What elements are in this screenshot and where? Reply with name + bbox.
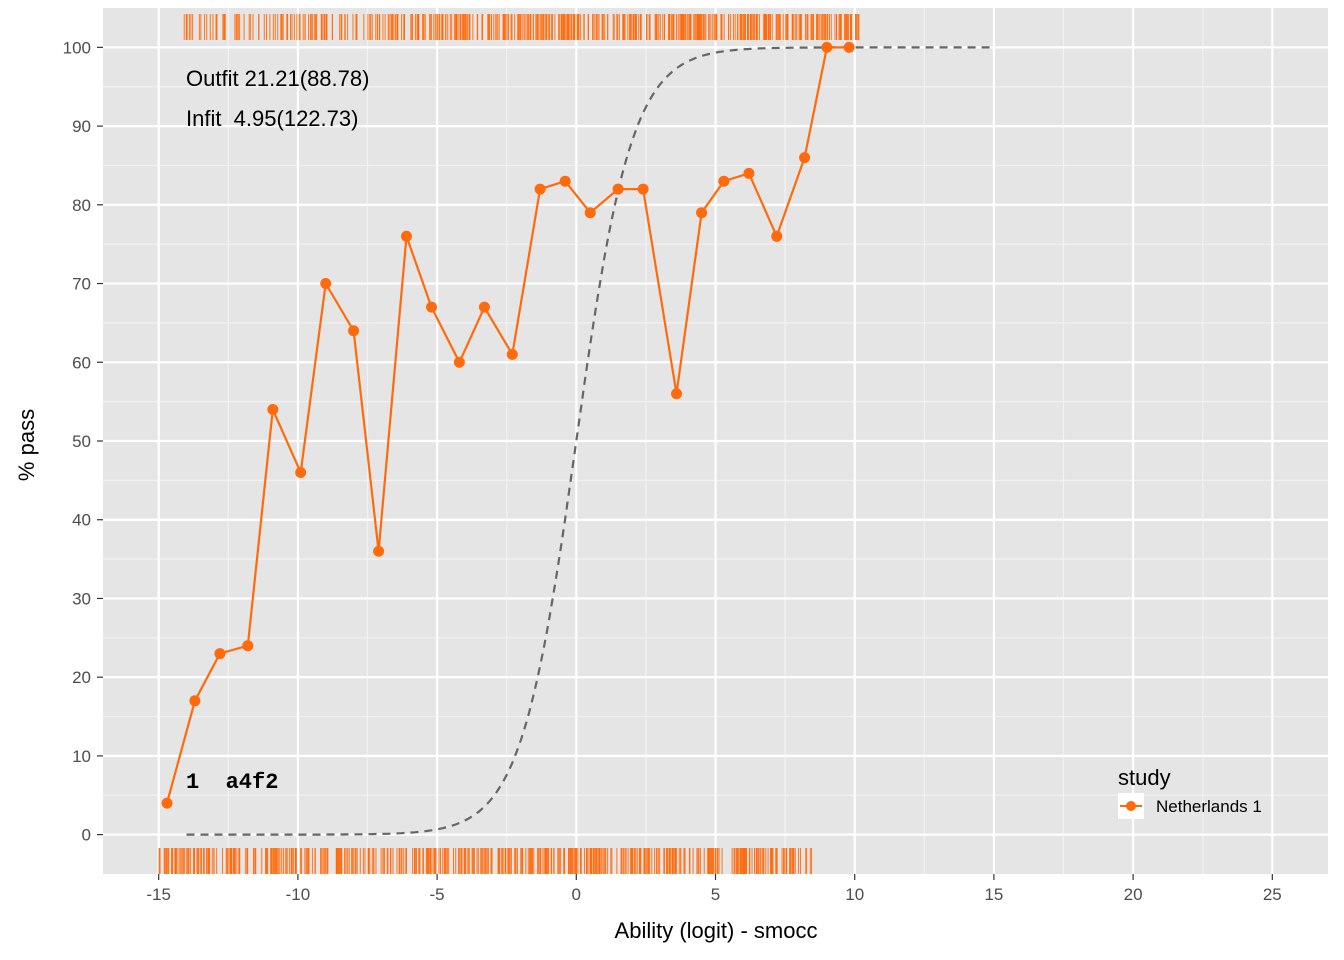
data-point xyxy=(671,388,683,400)
x-axis-title: Ability (logit) - smocc xyxy=(615,918,818,943)
data-point xyxy=(559,175,571,187)
rug-top xyxy=(183,14,860,40)
y-tick-label: 100 xyxy=(63,38,91,57)
legend-title: study xyxy=(1118,765,1171,790)
y-tick-label: 90 xyxy=(72,117,91,136)
x-axis: -15 -10 -5 0 5 10 15 20 25 xyxy=(146,874,1282,904)
y-tick-label: 70 xyxy=(72,275,91,294)
x-tick-label: 0 xyxy=(572,885,581,904)
y-tick-label: 0 xyxy=(82,826,91,845)
legend: study Netherlands 1 xyxy=(1118,765,1262,819)
data-point xyxy=(718,175,730,187)
x-tick-label: -5 xyxy=(430,885,445,904)
x-tick-label: -15 xyxy=(146,885,171,904)
series-points xyxy=(161,41,855,809)
data-point xyxy=(799,152,811,164)
legend-label: Netherlands 1 xyxy=(1156,797,1262,816)
x-tick-label: 20 xyxy=(1124,885,1143,904)
item-annotation: 1 a4f2 xyxy=(186,770,278,795)
data-point xyxy=(637,183,649,195)
data-point xyxy=(295,466,307,478)
data-point xyxy=(534,183,546,195)
y-tick-label: 10 xyxy=(72,747,91,766)
rug-bottom xyxy=(158,848,813,874)
data-point xyxy=(426,301,438,313)
y-tick-label: 40 xyxy=(72,511,91,530)
data-point xyxy=(584,207,596,219)
y-tick-label: 20 xyxy=(72,668,91,687)
y-axis-title: % pass xyxy=(14,409,39,481)
y-axis: 0 10 20 30 40 50 60 70 80 90 100 xyxy=(63,38,103,845)
data-point xyxy=(821,41,833,53)
data-point xyxy=(478,301,490,313)
data-point xyxy=(189,695,201,707)
data-point xyxy=(743,167,755,179)
data-point xyxy=(506,348,518,360)
x-tick-label: 25 xyxy=(1263,885,1282,904)
y-tick-label: 60 xyxy=(72,353,91,372)
data-point xyxy=(400,230,412,242)
data-point xyxy=(320,278,332,290)
infit-annotation: Infit 4.95(122.73) xyxy=(186,106,358,131)
model-curve xyxy=(186,46,994,836)
x-tick-label: 5 xyxy=(711,885,720,904)
x-tick-label: -10 xyxy=(286,885,311,904)
outfit-annotation: Outfit 21.21(88.78) xyxy=(186,66,369,91)
y-tick-label: 50 xyxy=(72,432,91,451)
data-point xyxy=(771,230,783,242)
data-point xyxy=(696,207,708,219)
data-point xyxy=(161,797,173,809)
data-point xyxy=(453,356,465,368)
data-point xyxy=(267,404,279,416)
x-tick-label: 15 xyxy=(984,885,1003,904)
data-point xyxy=(843,41,855,53)
y-tick-label: 80 xyxy=(72,196,91,215)
x-tick-label: 10 xyxy=(845,885,864,904)
legend-key-point xyxy=(1126,801,1136,811)
data-point xyxy=(348,325,360,337)
y-tick-label: 30 xyxy=(72,589,91,608)
data-point xyxy=(612,183,624,195)
data-point xyxy=(214,648,226,660)
data-point xyxy=(373,545,385,557)
grid-major xyxy=(103,8,1328,874)
data-point xyxy=(242,640,254,652)
